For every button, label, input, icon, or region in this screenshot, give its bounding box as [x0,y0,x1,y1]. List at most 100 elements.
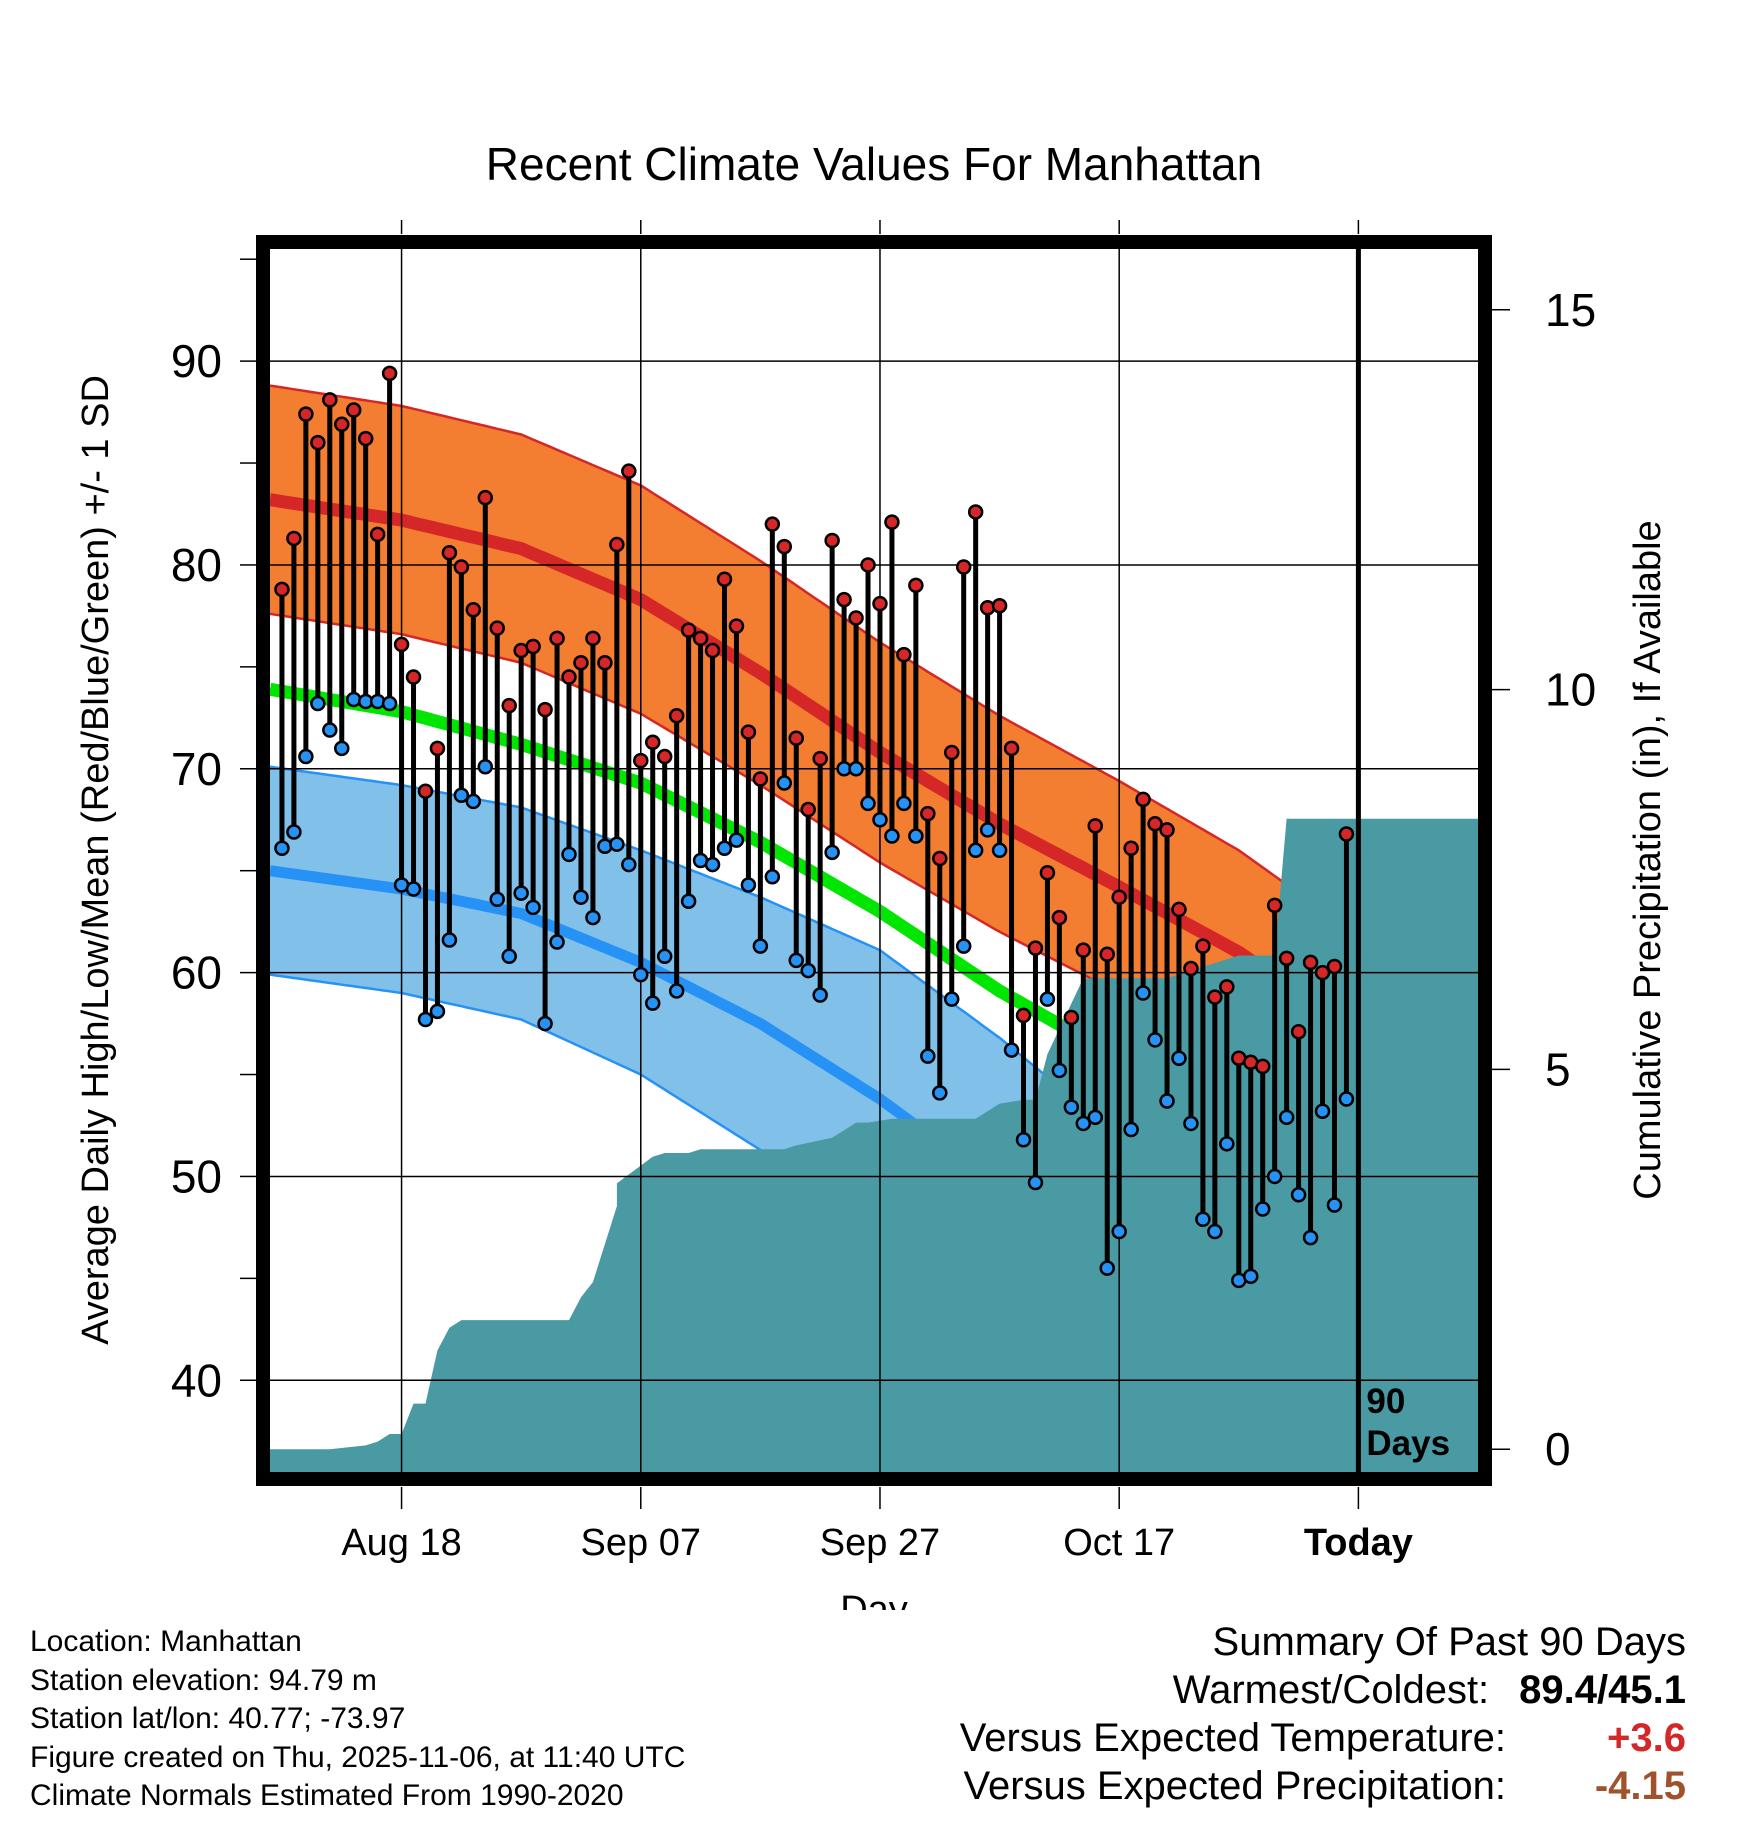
daily-low-point [1183,1115,1199,1132]
daily-high-point [489,620,505,636]
daily-high-point [1147,816,1163,832]
daily-high-point [788,730,805,746]
daily-low-point [908,828,924,844]
daily-low-point [716,840,733,857]
daily-low-point [920,1048,936,1064]
daily-high-point [1266,897,1283,914]
daily-low-point [1111,1223,1127,1240]
temp-value: +3.6 [1607,1716,1686,1760]
daily-high-point [752,771,769,787]
daily-low-point [609,836,625,852]
daily-high-point [597,655,613,671]
x-tick-label: Sep 07 [581,1522,701,1564]
y2-tick-label: 5 [1545,1043,1571,1095]
daily-high-point [776,538,793,555]
daily-high-point [644,734,661,751]
daily-low-point [872,811,888,828]
y-tick-label: 50 [171,1150,222,1202]
daily-low-point [453,787,470,804]
summary-warm-cold: Warmest/Coldest: 89.4/45.1 [960,1666,1686,1714]
daily-low-point [489,891,505,907]
daily-low-point [1254,1201,1271,1217]
daily-low-point [429,1003,446,1020]
y2-tick-label: 10 [1545,664,1596,716]
daily-high-point [274,581,290,598]
daily-low-point [860,795,876,812]
daily-low-point [764,869,781,885]
y2-tick-label: 15 [1545,284,1596,336]
daily-low-point [812,987,828,1003]
latlon-text: Station lat/lon: 40.77; -73.97 [30,1702,406,1736]
daily-high-point [872,595,888,612]
daily-high-point [621,463,637,479]
daily-high-point [501,697,517,714]
daily-low-point [441,932,458,948]
x-axis-label: Day [840,1589,908,1610]
daily-low-point [1147,1032,1163,1048]
daily-high-point [1087,818,1104,834]
daily-high-point [525,638,541,655]
daily-low-point [1027,1174,1044,1191]
daily-high-point [680,622,697,638]
daily-low-point [1051,1062,1068,1079]
daily-low-point [824,844,840,861]
daily-low-point [1075,1115,1092,1132]
daily-high-point [453,559,470,575]
daily-high-point [429,740,446,757]
daily-high-point [967,504,984,520]
daily-low-point [932,1085,948,1101]
warm-cold-value: 89.4/45.1 [1519,1668,1686,1712]
daily-low-point [286,824,302,840]
y-tick-label: 70 [171,743,222,795]
daily-high-point [1302,954,1319,971]
temp-label: Versus Expected Temperature: [959,1716,1506,1760]
daily-high-point [1171,901,1187,918]
daily-low-point [633,966,649,983]
daily-low-point [1219,1136,1235,1152]
daily-low-point [417,1011,434,1028]
daily-high-point [393,636,410,653]
y-tick-label: 80 [171,539,222,591]
daily-low-point [585,909,601,926]
daily-high-point [1099,946,1115,963]
daily-low-point [513,885,529,901]
daily-low-point [1135,985,1151,1001]
daily-high-point [1338,826,1355,842]
daily-low-point [525,899,541,916]
daily-high-point [1123,840,1139,857]
daily-low-point [1159,1093,1175,1109]
daily-low-point [740,877,757,893]
y2-tick-label: 0 [1545,1423,1571,1475]
marker-label-days: Days [1366,1424,1450,1463]
normals-text: Climate Normals Estimated From 1990-2020 [30,1779,624,1813]
daily-low-point [1278,1109,1295,1126]
daily-high-point [1195,938,1211,954]
daily-low-point [322,722,338,738]
daily-high-point [896,646,912,663]
daily-high-point [1183,960,1199,977]
daily-low-point [896,795,912,812]
daily-high-point [1027,940,1044,956]
daily-high-point [740,724,757,740]
daily-low-point [788,952,805,969]
daily-low-point [549,934,565,950]
daily-low-point [1314,1103,1331,1119]
daily-low-point [943,991,960,1007]
daily-low-point [1195,1211,1211,1227]
daily-low-point [501,948,517,965]
daily-high-point [345,402,362,418]
y-tick-label: 90 [171,335,222,387]
daily-high-point [465,602,482,618]
daily-high-point [812,750,828,767]
daily-high-point [728,618,745,634]
x-tick-label: Oct 17 [1063,1522,1175,1564]
daily-low-point [800,962,816,979]
daily-low-point [405,881,422,897]
daily-low-point [334,740,350,757]
chart-marks [274,365,1355,1289]
daily-low-point [561,846,577,863]
summary-temp: Versus Expected Temperature: +3.6 [960,1714,1686,1762]
daily-low-point [1003,1042,1020,1058]
x-tick-label: Sep 27 [820,1522,940,1564]
daily-high-point [537,701,553,718]
